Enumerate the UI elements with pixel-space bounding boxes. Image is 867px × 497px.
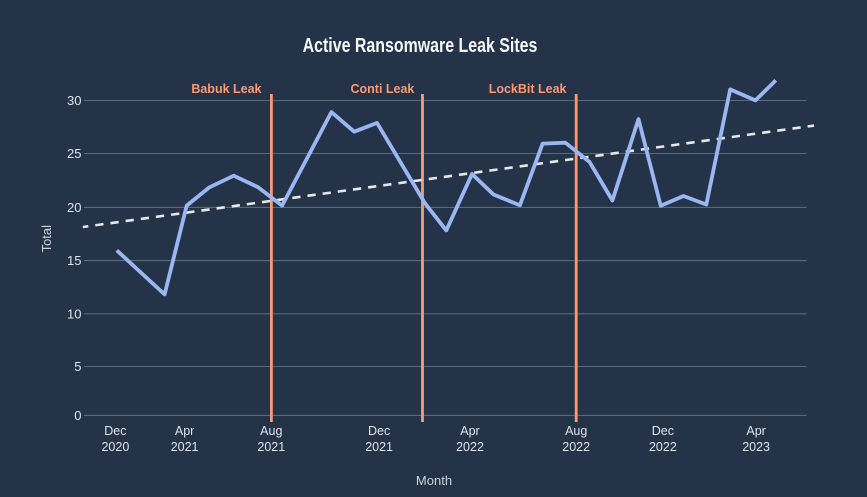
svg-text:Apr: Apr (175, 424, 194, 438)
svg-text:Dec: Dec (652, 424, 674, 438)
svg-text:2022: 2022 (456, 440, 484, 454)
svg-text:2022: 2022 (562, 440, 590, 454)
svg-text:2021: 2021 (365, 440, 393, 454)
svg-text:2020: 2020 (101, 440, 129, 454)
svg-text:25: 25 (67, 146, 81, 161)
svg-text:Total: Total (39, 225, 54, 253)
svg-text:2022: 2022 (649, 440, 677, 454)
svg-text:Apr: Apr (460, 424, 479, 438)
svg-text:10: 10 (67, 306, 81, 321)
svg-text:Apr: Apr (746, 424, 765, 438)
svg-text:Month: Month (416, 473, 452, 488)
svg-text:30: 30 (67, 93, 81, 108)
svg-text:15: 15 (67, 253, 81, 268)
svg-text:Dec: Dec (368, 424, 390, 438)
svg-text:2023: 2023 (742, 440, 770, 454)
svg-text:Aug: Aug (260, 424, 282, 438)
svg-text:Active Ransomware Leak Sites: Active Ransomware Leak Sites (303, 35, 538, 57)
svg-text:5: 5 (74, 359, 81, 374)
svg-text:2021: 2021 (171, 440, 199, 454)
svg-text:Aug: Aug (565, 424, 587, 438)
svg-text:Conti Leak: Conti Leak (350, 82, 414, 96)
svg-text:0: 0 (74, 408, 81, 423)
svg-text:LockBit Leak: LockBit Leak (489, 82, 567, 96)
svg-text:2021: 2021 (257, 440, 285, 454)
svg-text:Dec: Dec (104, 424, 126, 438)
svg-text:20: 20 (67, 200, 81, 215)
svg-text:Babuk Leak: Babuk Leak (191, 82, 261, 96)
